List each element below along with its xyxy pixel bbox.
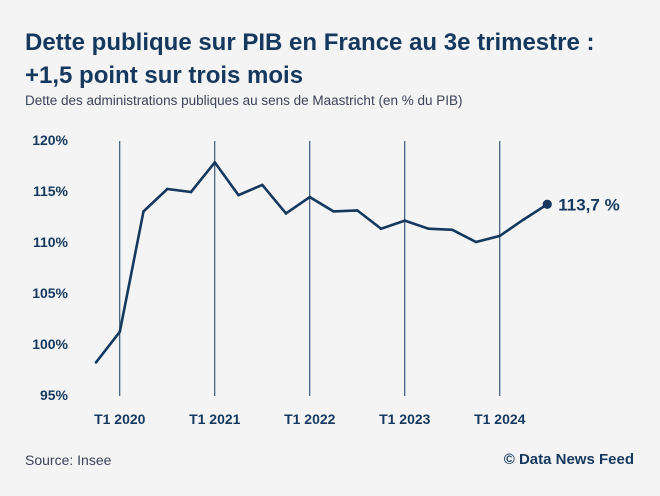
- data-point: [213, 161, 217, 164]
- data-point: [165, 187, 169, 191]
- data-point: [427, 227, 430, 231]
- end-value-label: 113,7 %: [558, 195, 619, 214]
- data-point: [522, 218, 525, 221]
- data-point: [260, 183, 264, 187]
- series-layer: [94, 160, 549, 364]
- data-point: [474, 240, 478, 244]
- data-point: [189, 190, 193, 194]
- data-point: [332, 210, 335, 213]
- data-point: [403, 219, 407, 222]
- data-point: [94, 361, 98, 364]
- data-point: [498, 234, 502, 238]
- data-point: [118, 330, 122, 334]
- credit-note: © Data News Feed: [503, 451, 634, 468]
- y-tick-label: 95%: [40, 387, 69, 403]
- grid-lines: [119, 141, 501, 396]
- data-point: [379, 227, 383, 231]
- y-tick-label: 110%: [33, 234, 69, 250]
- y-axis-ticks: 95% 100% 105% 110% 115% 120%: [32, 132, 68, 403]
- x-tick-label: T1 2020: [94, 411, 146, 427]
- x-axis-ticks: T1 2020 T1 2021 T1 2022 T1 2023 T1 2024: [94, 411, 526, 427]
- x-tick-label: T1 2024: [474, 411, 526, 427]
- chart-subtitle: Dette des administrations publiques au s…: [25, 93, 463, 108]
- data-point: [237, 193, 240, 197]
- y-tick-label: 120%: [32, 132, 68, 148]
- y-tick-label: 100%: [32, 336, 68, 352]
- data-point: [308, 195, 312, 199]
- chart-title: Dette publique sur PIB en France au 3e t…: [25, 29, 595, 89]
- x-tick-label: T1 2022: [284, 411, 336, 427]
- data-point: [355, 209, 359, 212]
- end-point-marker: [542, 199, 552, 209]
- source-note: Source: Insee: [25, 452, 112, 468]
- x-tick-label: T1 2021: [189, 411, 241, 427]
- annotations: 113,7 %: [542, 195, 620, 214]
- data-point: [450, 228, 454, 232]
- data-point: [142, 210, 145, 213]
- y-tick-label: 105%: [32, 285, 68, 301]
- x-tick-label: T1 2023: [379, 411, 431, 427]
- data-point: [284, 212, 288, 215]
- series-line: [94, 160, 549, 364]
- y-tick-label: 115%: [33, 183, 69, 199]
